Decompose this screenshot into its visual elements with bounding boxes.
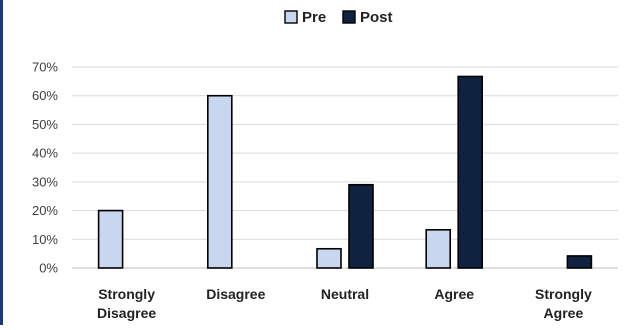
legend-label-pre: Pre [302, 9, 326, 26]
bar-post-3 [457, 75, 484, 269]
bar-pre-1 [207, 94, 233, 269]
bar-pre-2 [316, 247, 342, 269]
y-tick-label: 30% [32, 174, 58, 189]
bar-post-4 [566, 255, 593, 269]
legend-label-post: Post [360, 9, 393, 26]
x-tick-label: Agree [434, 286, 474, 302]
x-tick-label: Disagree [97, 305, 156, 321]
x-tick-label: Strongly [98, 286, 155, 302]
left-border [0, 0, 3, 325]
y-tick-label: 40% [32, 146, 58, 161]
legend-swatch-post [342, 10, 356, 24]
x-tick-label: Agree [544, 305, 584, 321]
bar-pre-3 [425, 229, 452, 269]
bar-post-2 [348, 183, 374, 269]
x-tick-label: Strongly [535, 286, 592, 302]
y-tick-label: 70% [32, 60, 58, 75]
x-tick-label: Neutral [321, 286, 369, 302]
bar-pre-0 [97, 209, 124, 269]
x-tick-label: Disagree [206, 286, 265, 302]
y-tick-label: 0% [39, 261, 58, 276]
y-tick-label: 20% [32, 203, 58, 218]
y-tick-label: 10% [32, 232, 58, 247]
legend-swatch-pre [284, 10, 298, 24]
y-tick-label: 60% [32, 88, 58, 103]
y-tick-label: 50% [32, 117, 58, 132]
